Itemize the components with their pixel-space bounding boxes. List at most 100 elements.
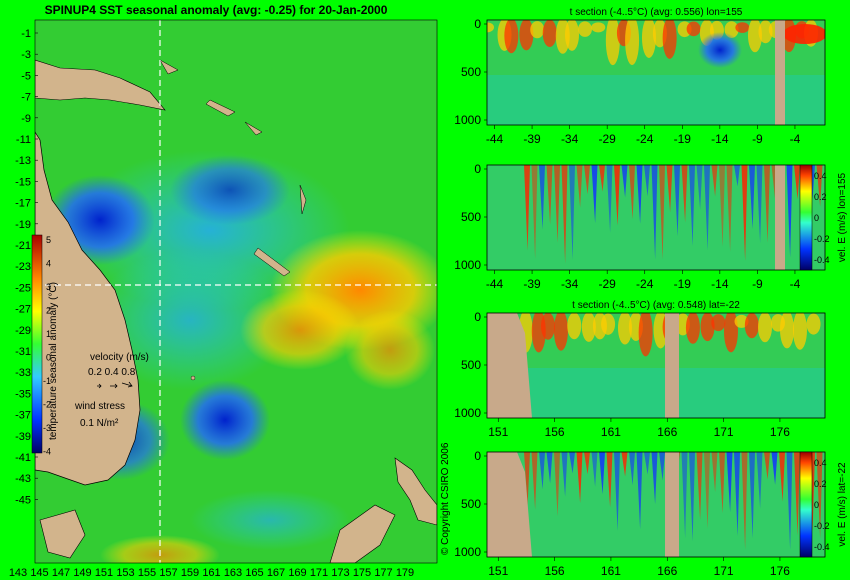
map-colorbar-tick-label: -2 <box>43 400 51 410</box>
section-x-tick-label: -29 <box>599 277 617 291</box>
map-colorbar-tick-label: -4 <box>43 447 51 457</box>
velocity-colorbar-tick-label: 0 <box>814 500 819 510</box>
section-x-tick-label: 151 <box>488 425 508 439</box>
map-lon-tick-label: 167 <box>267 567 285 579</box>
land-new-zealand-south <box>329 504 396 563</box>
map-lat-tick-label: -33 <box>15 367 31 379</box>
section-x-tick-label: 166 <box>657 425 677 439</box>
map-lon-axis: 143 145 147 149 151 153 155 157 159 161 163 165 167 1… <box>9 567 414 579</box>
map-lat-tick-label: -5 <box>21 70 31 82</box>
map-lon-tick-label: 145 <box>30 567 48 579</box>
map-lat-tick-label: -21 <box>15 240 31 252</box>
section-y-tick-label: 500 <box>461 358 481 372</box>
map-colorbar-tick-label: 3 <box>46 282 51 292</box>
section-x-tick-label: 166 <box>657 564 677 578</box>
map-colorbar-label: temperature seasonal anomaly (°C) <box>48 282 59 440</box>
map-colorbar-tick-label: 4 <box>46 259 51 269</box>
map-lon-tick-label: 143 <box>9 567 27 579</box>
map-lon-tick-label: 153 <box>116 567 134 579</box>
section-x-tick-label: -34 <box>561 277 579 291</box>
map-lat-tick-label: -7 <box>21 92 31 104</box>
land-strip <box>775 165 785 270</box>
velocity-colorbar <box>799 451 813 558</box>
velocity-legend-values: 0.2 0.4 0.8 <box>88 367 136 378</box>
map-lat-tick-label: -13 <box>15 155 31 167</box>
map-lat-tick-label: -25 <box>15 282 31 294</box>
map-lat-tick-label: -37 <box>15 410 31 422</box>
map-colorbar-tick-label: 1 <box>46 329 51 339</box>
velocity-colorbar <box>799 164 813 271</box>
land-strip <box>665 452 679 557</box>
section-y-tick-label: 500 <box>461 210 481 224</box>
section-panel-3: t section (-4..5°C) (avg: 0.548) lat=-22… <box>454 300 826 439</box>
section-x-tick-label: 171 <box>714 564 734 578</box>
section-x-tick-label: -39 <box>523 132 541 146</box>
map-lat-tick-label: -17 <box>15 198 31 210</box>
land-new-zealand-north <box>394 457 437 526</box>
map-colorbar-tick-label: 0 <box>46 353 51 363</box>
map-lat-tick-label: -29 <box>15 325 31 337</box>
section-x-tick-label: -9 <box>752 277 763 291</box>
section-x-tick-label: 156 <box>545 564 565 578</box>
velocity-colorbar-tick-label: 0.4 <box>814 458 827 468</box>
map-lat-tick-label: -43 <box>15 473 31 485</box>
section-x-tick-label: -44 <box>486 277 504 291</box>
section-y-tick-label: 1000 <box>454 406 481 420</box>
map-lat-tick-label: -31 <box>15 346 31 358</box>
map-lat-tick-label: -19 <box>15 219 31 231</box>
map-lat-tick-label: -27 <box>15 304 31 316</box>
section-y-tick-label: 1000 <box>454 258 481 272</box>
section-x-tick-label: -24 <box>636 277 654 291</box>
map-colorbar-tick-label: -1 <box>43 376 51 386</box>
section-x-tick-label: -14 <box>711 277 729 291</box>
velocity-legend-title: velocity (m/s) <box>90 352 149 363</box>
section-panel-2: 0 500 1000 -44 -39 -34 -29 -24 -19 -14 -9 -4 0.4 0.2 0… <box>454 162 848 291</box>
map-lon-tick-label: 155 <box>138 567 156 579</box>
land-strip <box>665 313 679 418</box>
section-x-tick-label: -19 <box>674 277 692 291</box>
velocity-colorbar-label: vel. E (m/s) lat=-22 <box>837 462 848 547</box>
map-colorbar-tick-label: 5 <box>46 235 51 245</box>
map-lon-tick-label: 161 <box>202 567 220 579</box>
wind-legend-title: wind stress <box>74 401 125 412</box>
section-y-tick-label: 0 <box>474 310 481 324</box>
section-x-tick-label: 171 <box>714 425 734 439</box>
section-x-tick-label: -4 <box>790 277 801 291</box>
map-colorbar-tick-label: -3 <box>43 423 51 433</box>
map-lon-tick-label: 151 <box>95 567 113 579</box>
section-x-tick-label: -34 <box>561 132 579 146</box>
map-lon-tick-label: 175 <box>353 567 371 579</box>
map-lat-tick-label: -3 <box>21 49 31 61</box>
land-strip <box>775 20 785 125</box>
land-tasmania <box>39 509 86 559</box>
map-colorbar <box>31 234 43 454</box>
map-lat-tick-label: -45 <box>15 494 31 506</box>
section-x-tick-label: 151 <box>488 564 508 578</box>
map-lon-tick-label: 173 <box>331 567 349 579</box>
map-lat-tick-label: -9 <box>21 113 31 125</box>
section-x-tick-label: -29 <box>599 132 617 146</box>
section-y-tick-label: 1000 <box>454 545 481 559</box>
map-lat-axis: -1 -3 -5 -7 -9 -11 -13 -15 -17 -19 -21 -23 -25 -27 -29… <box>15 28 38 506</box>
section-x-tick-label: 176 <box>770 564 790 578</box>
section-x-tick-label: 161 <box>601 564 621 578</box>
map-lat-tick-label: -23 <box>15 261 31 273</box>
section-y-tick-label: 0 <box>474 17 481 31</box>
velocity-colorbar-tick-label: 0 <box>814 213 819 223</box>
copyright: © Copyright CSIRO 2006 <box>440 442 451 555</box>
map-title: SPINUP4 SST seasonal anomaly (avg: -0.25… <box>45 3 388 17</box>
section-x-tick-label: 176 <box>770 425 790 439</box>
section-x-tick-label: -4 <box>790 132 801 146</box>
map-lon-tick-label: 177 <box>374 567 392 579</box>
map-lon-tick-label: 157 <box>159 567 177 579</box>
section-x-tick-label: 156 <box>545 425 565 439</box>
section-y-tick-label: 0 <box>474 449 481 463</box>
map-lat-tick-label: -41 <box>15 452 31 464</box>
land-coast <box>487 452 532 557</box>
section-x-tick-label: -9 <box>752 132 763 146</box>
map-lat-tick-label: -1 <box>21 28 31 40</box>
velocity-colorbar-tick-label: 0.2 <box>814 192 827 202</box>
map-lon-tick-label: 159 <box>181 567 199 579</box>
section-title: t section (-4..5°C) (avg: 0.556) lon=155 <box>570 7 743 18</box>
